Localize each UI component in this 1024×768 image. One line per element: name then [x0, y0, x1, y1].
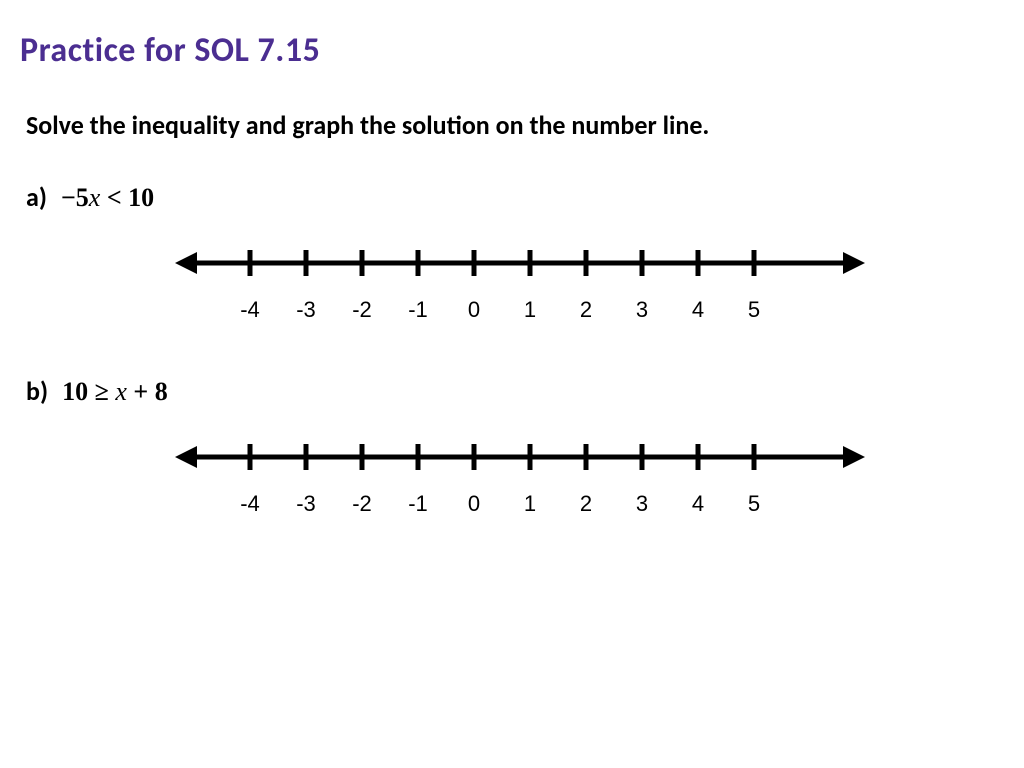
tick-label: 1 — [524, 491, 536, 517]
tick-label: 2 — [580, 297, 592, 323]
numberline-b-svg — [170, 432, 870, 482]
tick-label: -2 — [352, 491, 372, 517]
tick-label: 2 — [580, 491, 592, 517]
problem-a: a) −5x < 10 -4 -3 -2 -1 0 1 2 3 4 5 — [20, 181, 1004, 325]
tick-label: 3 — [636, 491, 648, 517]
tick-label: 1 — [524, 297, 536, 323]
tick-label: -4 — [240, 491, 260, 517]
numberline-a: -4 -3 -2 -1 0 1 2 3 4 5 — [170, 238, 870, 325]
tick-label: -3 — [296, 491, 316, 517]
tick-label: 3 — [636, 297, 648, 323]
problem-b-row: b) 10 ≥ x + 8 — [26, 375, 1004, 407]
tick-label: 5 — [748, 297, 760, 323]
problem-a-label: a) — [26, 181, 47, 213]
problem-b: b) 10 ≥ x + 8 -4 -3 -2 -1 0 1 2 3 4 5 — [20, 375, 1004, 519]
problem-a-expr: −5x < 10 — [61, 183, 154, 213]
tick-label: 5 — [748, 491, 760, 517]
tick-label: -1 — [408, 491, 428, 517]
tick-label: -2 — [352, 297, 372, 323]
tick-label: 0 — [468, 297, 480, 323]
page-title: Practice for SOL 7.15 — [20, 30, 1004, 71]
tick-label: -4 — [240, 297, 260, 323]
numberline-b: -4 -3 -2 -1 0 1 2 3 4 5 — [170, 432, 870, 519]
numberline-b-labels: -4 -3 -2 -1 0 1 2 3 4 5 — [170, 491, 870, 519]
tick-label: 4 — [692, 491, 704, 517]
tick-label: -1 — [408, 297, 428, 323]
tick-label: 0 — [468, 491, 480, 517]
instruction-text: Solve the inequality and graph the solut… — [26, 109, 1004, 141]
problem-b-expr: 10 ≥ x + 8 — [62, 377, 168, 407]
problem-b-label: b) — [26, 375, 48, 407]
numberline-a-svg — [170, 238, 870, 288]
tick-label: -3 — [296, 297, 316, 323]
problem-a-row: a) −5x < 10 — [26, 181, 1004, 213]
numberline-a-labels: -4 -3 -2 -1 0 1 2 3 4 5 — [170, 297, 870, 325]
tick-label: 4 — [692, 297, 704, 323]
